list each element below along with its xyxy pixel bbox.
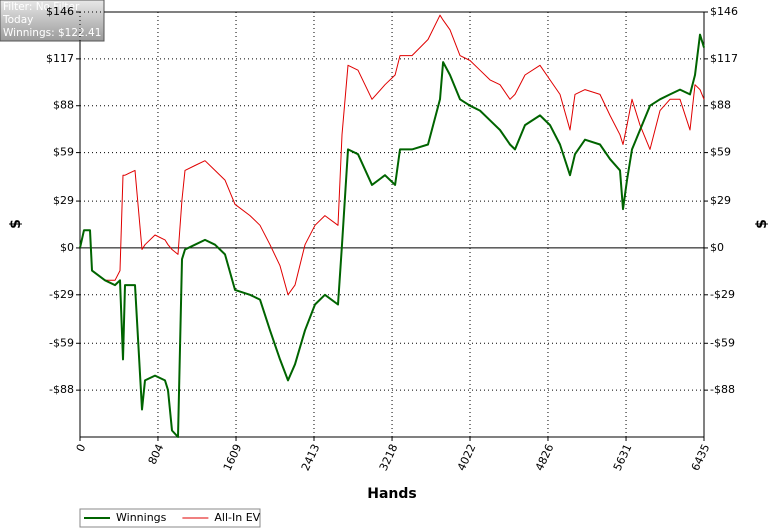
y2-tick-label: $88: [710, 99, 731, 112]
series-line: [79, 14, 705, 296]
y2-tick-label: $117: [710, 52, 738, 65]
y2-tick-label: -$29: [710, 288, 735, 301]
y2-tick-label: $59: [710, 146, 731, 159]
y2-tick-label: $29: [710, 194, 731, 207]
series-line: [79, 33, 705, 438]
x-tick-label: 0: [74, 442, 89, 454]
y-tick-label: $117: [46, 52, 74, 65]
y2-tick-label: $0: [710, 241, 724, 254]
info-text: Filter: No Filter: [3, 1, 80, 13]
info-text: Today: [2, 14, 33, 26]
x-tick-label: 1609: [221, 442, 245, 473]
y2-tick-label: $146: [710, 5, 738, 18]
y-tick-label: -$88: [49, 383, 74, 396]
x-tick-label: 4826: [533, 442, 557, 473]
x-tick-label: 2413: [299, 442, 323, 473]
y-tick-label: -$29: [49, 288, 74, 301]
y-tick-label: $59: [53, 146, 74, 159]
y-axis-title: $: [8, 219, 24, 229]
y2-tick-label: -$59: [710, 336, 735, 349]
legend-label: All-In EV: [214, 511, 260, 524]
info-text: Winnings: $122.41: [3, 27, 101, 39]
y-tick-label: $29: [53, 194, 74, 207]
y-tick-label: $146: [46, 5, 74, 18]
y-tick-label: -$59: [49, 336, 74, 349]
legend-box: [79, 508, 261, 528]
y2-tick-label: -$88: [710, 383, 735, 396]
legend-label: Winnings: [116, 511, 167, 524]
y-tick-label: $88: [53, 99, 74, 112]
x-tick-label: 4022: [455, 442, 479, 473]
info-background: [0, 0, 105, 42]
legend: Winnings All-In EV: [79, 508, 261, 528]
x-axis-title: Hands: [367, 486, 417, 502]
x-tick-label: 6435: [689, 442, 713, 473]
y2-axis-title: $: [754, 219, 770, 229]
x-tick-label: 3218: [377, 442, 401, 473]
y-tick-label: $0: [60, 241, 74, 254]
x-tick-label: 804: [146, 442, 167, 467]
x-tick-label: 5631: [611, 442, 635, 473]
